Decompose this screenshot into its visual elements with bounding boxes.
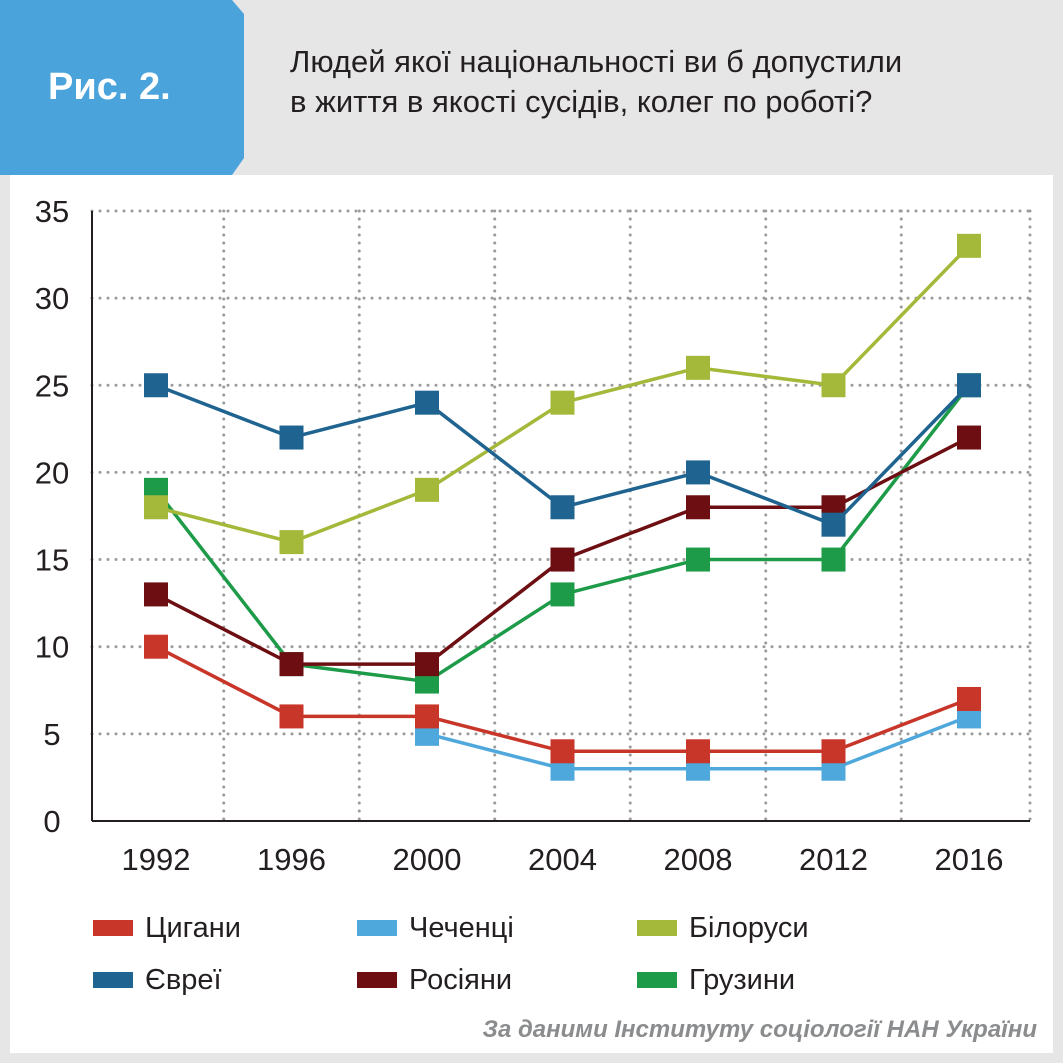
data-point-marker bbox=[415, 390, 439, 415]
data-point-marker bbox=[957, 686, 981, 711]
y-tick-label: 5 bbox=[43, 717, 60, 752]
data-point-marker bbox=[821, 547, 846, 572]
series-line bbox=[155, 645, 970, 754]
data-point-marker bbox=[550, 582, 575, 607]
y-tick-label: 30 bbox=[35, 281, 69, 316]
chart-title: Людей якої національності ви б допустили… bbox=[290, 42, 1030, 122]
data-point-marker bbox=[550, 495, 575, 520]
badge-label: Рис. 2. bbox=[48, 66, 171, 108]
y-tick-label: 0 bbox=[43, 804, 60, 839]
chart-title-line-2: в життя в якості сусідів, колег по робот… bbox=[290, 84, 873, 119]
data-point-marker bbox=[144, 495, 168, 520]
data-point-marker bbox=[686, 547, 710, 572]
data-point-marker bbox=[279, 530, 304, 555]
x-tick-label: 1992 bbox=[122, 842, 191, 877]
header: Рис. 2. Людей якої національності ви б д… bbox=[0, 0, 1063, 175]
chart-title-line-1: Людей якої національності ви б допустили bbox=[290, 44, 903, 79]
figure-badge bbox=[0, 0, 244, 175]
data-point-marker bbox=[821, 512, 846, 537]
data-point-marker bbox=[279, 704, 304, 729]
data-point-marker bbox=[686, 355, 710, 380]
data-point-marker bbox=[686, 739, 710, 764]
y-tick-label: 10 bbox=[35, 630, 69, 665]
x-tick-label: 2016 bbox=[935, 842, 1004, 877]
y-tick-label: 25 bbox=[35, 368, 69, 403]
data-point-marker bbox=[415, 704, 439, 729]
data-point-marker bbox=[957, 425, 981, 450]
data-point-marker bbox=[957, 373, 981, 398]
data-point-marker bbox=[144, 582, 168, 607]
data-point-marker bbox=[279, 425, 304, 450]
data-point-marker bbox=[821, 739, 846, 764]
data-point-marker bbox=[550, 739, 575, 764]
data-point-marker bbox=[144, 634, 168, 659]
data-point-marker bbox=[550, 390, 575, 415]
x-tick-label: 2008 bbox=[664, 842, 733, 877]
badge-shape bbox=[0, 0, 244, 175]
data-point-marker bbox=[957, 233, 981, 258]
data-point-marker bbox=[550, 547, 575, 572]
x-tick-label: 2004 bbox=[528, 842, 597, 877]
y-tick-label: 20 bbox=[35, 455, 69, 490]
data-point-marker bbox=[144, 373, 168, 398]
series-line bbox=[154, 384, 971, 684]
data-point-marker bbox=[415, 477, 439, 502]
x-tick-label: 1996 bbox=[257, 842, 326, 877]
x-tick-label: 2012 bbox=[799, 842, 868, 877]
y-tick-label: 35 bbox=[35, 194, 69, 229]
data-point-marker bbox=[686, 495, 710, 520]
x-tick-label: 2000 bbox=[393, 842, 462, 877]
data-point-marker bbox=[821, 373, 846, 398]
y-tick-label: 15 bbox=[35, 543, 69, 578]
data-point-marker bbox=[415, 652, 439, 677]
data-point-marker bbox=[686, 460, 710, 485]
data-point-marker bbox=[279, 652, 304, 677]
source-note: За даними Інституту соціології НАН Украї… bbox=[482, 1016, 1037, 1043]
